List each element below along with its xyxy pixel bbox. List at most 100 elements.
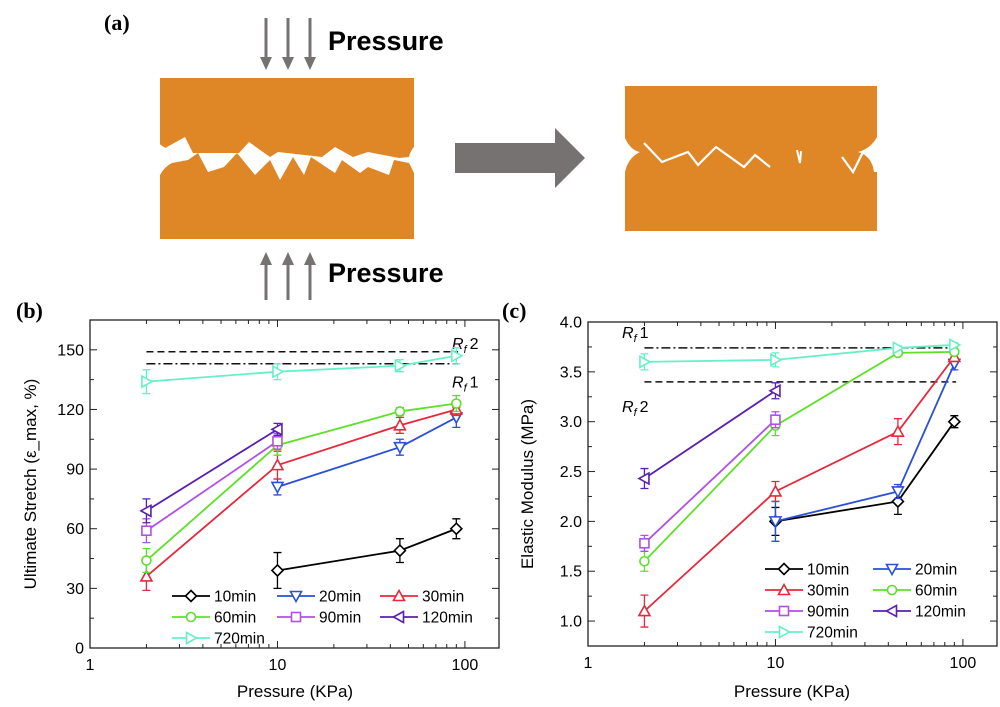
series-120min [139,422,283,524]
reference-label-main: R [622,325,634,342]
legend-marker [392,588,406,602]
legend-marker [184,589,198,603]
series-10min [768,415,961,536]
pressure-arrows-top [260,18,316,70]
reference-label-rf2: Rf 2 [622,399,649,419]
series-line [775,363,956,523]
series-line [643,390,776,480]
x-axis-label: Pressure (KPa) [734,682,850,701]
reference-label-num: 1 [470,375,479,392]
panel-a: (a) Pressure [104,10,880,300]
data-point [949,338,962,352]
panel-a-label: (a) [104,10,130,35]
series-30min [637,349,962,628]
legend-marker [777,582,791,596]
x-tick-label: 1 [86,657,95,674]
sample-block-after [622,86,880,231]
x-tick-label: 10 [269,657,287,674]
legend-label: 60min [214,610,256,627]
series-line [643,351,955,562]
series-line [643,419,777,544]
series-720min [639,338,962,371]
data-point [768,516,783,529]
data-point [639,555,650,567]
legend-label: 120min [915,604,966,621]
data-point [639,355,652,369]
legend-item: 720min [765,625,858,642]
arrow-up-icon [282,252,294,300]
data-point [768,383,781,398]
x-tick-label: 1 [584,655,593,672]
reference-label-main: R [452,375,464,392]
legend-item: 60min [873,583,957,600]
x-tick-label: 100 [950,655,977,672]
legend-item: 120min [380,610,473,627]
data-point [891,486,905,499]
y-tick-label: 30 [66,581,84,598]
legend-marker [290,611,302,623]
legend-item: 120min [873,604,966,621]
y-tick-label: 2.0 [560,514,582,531]
y-tick-label: 150 [57,342,84,359]
data-point [770,414,781,425]
legend-label: 10min [807,562,849,579]
series-30min [139,402,464,592]
legend-marker [886,584,898,596]
series-line [277,527,457,572]
legend-item: 20min [873,562,957,579]
legend-label: 90min [319,610,361,627]
process-arrow-icon [455,128,585,188]
series-line [146,354,457,383]
data-point [637,603,652,617]
series-line [277,416,457,488]
data-point [892,341,906,355]
x-tick-label: 10 [767,655,785,672]
arrow-up-icon [260,252,272,300]
chart-ultimate-stretch: (b) Pressure (KPa) Ultimate Stretch (ε_m… [16,298,500,701]
panel-b-label: (b) [16,298,43,323]
data-point [141,555,152,566]
legend-item: 10min [172,589,256,606]
reference-label-main: R [622,399,634,416]
y-tick-label: 60 [66,521,84,538]
legend-marker [185,611,197,623]
data-point [394,358,408,373]
legend-label: 30min [422,589,464,606]
legend-item: 90min [765,604,849,621]
data-point [393,543,407,558]
series-line [775,421,956,523]
reference-label-rf1: Rf 1 [452,375,479,395]
reference-label-sub: f [464,383,468,395]
legend-label: 10min [214,589,256,606]
data-point [272,364,285,379]
y-tick-label: 3.0 [560,414,582,431]
arrow-down-icon [282,18,294,70]
y-tick-label: 4.0 [560,315,582,332]
legend-label: 90min [807,604,849,621]
reference-label-num: 1 [640,325,649,342]
pressure-arrows-bottom [260,252,316,300]
y-tick-label: 2.5 [560,464,582,481]
legend-label: 30min [807,583,849,600]
x-axis-label: Pressure (KPa) [237,682,353,701]
y-tick-label: 1.0 [560,614,582,631]
data-point [393,441,407,455]
pressure-label-bottom: Pressure [328,258,444,288]
data-point [637,471,650,486]
series-10min [270,518,463,590]
reference-label-main: R [452,336,464,353]
series-line [145,402,457,562]
legend-item: 10min [765,562,849,579]
y-tick-label: 90 [66,462,84,479]
y-tick-label: 120 [57,402,84,419]
legend-marker [778,605,790,617]
data-point [394,406,406,417]
plot-frame [587,321,998,647]
series-720min [141,347,464,395]
legend-marker [885,563,899,577]
reference-label-sub: f [634,407,638,419]
data-point [141,374,154,389]
y-axis-label: Ultimate Stretch (ε_max, %) [21,379,40,590]
reference-label-rf2: Rf 2 [452,336,479,356]
series-20min [768,357,962,542]
